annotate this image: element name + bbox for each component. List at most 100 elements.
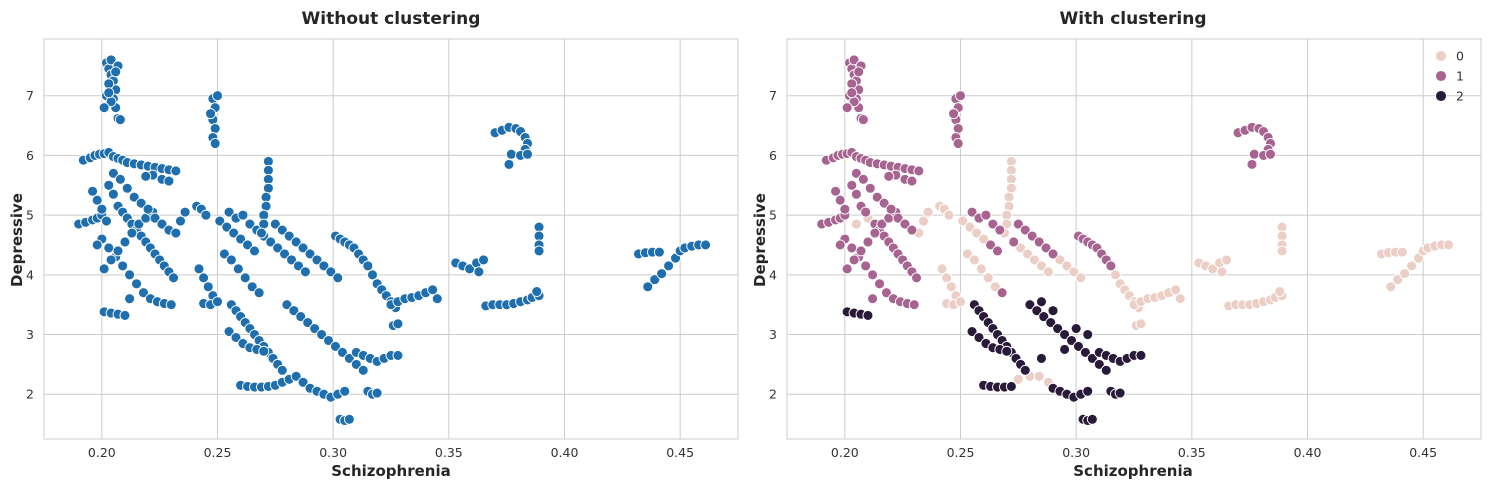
right-scatter-point-cluster-2	[1093, 358, 1105, 370]
left-scatter-point	[114, 114, 126, 126]
right-scatter-point-cluster-1	[850, 188, 862, 200]
left-scatter-point	[107, 167, 119, 179]
right-scatter-point-cluster-1	[987, 218, 999, 230]
right-scatter-point-cluster-1	[857, 114, 869, 126]
left-scatter-point	[663, 260, 675, 272]
right-scatter-point-cluster-1	[985, 239, 997, 251]
right-scatter-point-cluster-1	[1019, 224, 1031, 236]
left-scatter-point	[242, 239, 254, 251]
left-scatter-point	[256, 227, 267, 239]
right-scatter-point-cluster-2	[1045, 317, 1057, 329]
right-scatter-point-cluster-0	[1005, 182, 1017, 194]
left-scatter-point	[276, 364, 288, 376]
right-scatter-point-cluster-0	[1276, 221, 1288, 233]
left-scatter-point	[200, 209, 212, 221]
right-scatter-point-cluster-2	[1070, 323, 1082, 335]
left-scatter-point	[522, 148, 533, 160]
right-scatter-point-cluster-1	[846, 242, 858, 254]
left-scatter-point	[223, 326, 235, 337]
left-scatter-point	[531, 286, 543, 297]
right-scatter-point-cluster-1	[1246, 158, 1258, 170]
right-points	[816, 54, 1455, 426]
right-scatter-point-cluster-1	[948, 108, 960, 120]
right-scatter-point-cluster-1	[860, 206, 872, 218]
left-scatter-point	[288, 305, 300, 317]
left-scatter-point	[103, 87, 115, 99]
right-scatter-point-cluster-1	[867, 269, 879, 281]
right-scatter-point-cluster-0	[1022, 248, 1034, 260]
right-scatter-point-cluster-0	[1033, 370, 1045, 382]
left-scatter-point	[286, 254, 297, 266]
right-scatter-point-cluster-2	[1024, 299, 1036, 311]
right-x-tick-label: 0.20	[831, 445, 859, 460]
left-x-tick-label: 0.30	[319, 445, 347, 460]
left-scatter-point	[103, 78, 115, 90]
right-scatter-point-cluster-1	[913, 165, 925, 177]
right-scatter-point-cluster-1	[892, 212, 904, 224]
left-scatter-point	[336, 346, 348, 358]
right-scatter-point-cluster-1	[846, 87, 858, 99]
left-scatter-point	[133, 218, 145, 230]
left-y-axis-label: Depressive	[8, 193, 26, 287]
right-scatter-point-cluster-2	[1036, 352, 1047, 364]
left-y-tick-label: 5	[26, 208, 34, 223]
left-scatter-point	[503, 158, 515, 170]
left-scatter-point	[98, 102, 110, 114]
left-scatter-point	[260, 200, 272, 212]
right-y-tick-label: 6	[769, 148, 777, 163]
left-scatter-point	[260, 191, 272, 203]
right-x-axis-label: Schizophrenia	[1073, 462, 1192, 480]
left-x-axis-label: Schizophrenia	[331, 462, 450, 480]
right-scatter-point-cluster-1	[911, 272, 922, 284]
left-scatter-point	[330, 341, 341, 352]
right-scatter-point-cluster-0	[936, 263, 948, 275]
right-scatter-point-cluster-1	[992, 245, 1003, 257]
left-scatter-point	[165, 299, 177, 311]
right-scatter-point-cluster-1	[955, 90, 966, 102]
right-scatter-point-cluster-2	[1066, 335, 1077, 346]
right-scatter-point-cluster-0	[1221, 254, 1232, 266]
left-scatter-point	[290, 236, 302, 248]
left-scatter-point	[265, 236, 277, 248]
left-scatter-point	[149, 212, 161, 224]
right-scatter-point-cluster-0	[1003, 200, 1015, 212]
right-scatter-point-cluster-1	[908, 299, 920, 311]
left-scatter-point	[142, 203, 154, 215]
left-scatter-point	[124, 269, 136, 281]
right-scatter-point-cluster-0	[964, 221, 976, 233]
right-scatter-point-cluster-2	[1086, 413, 1098, 425]
left-scatter-point	[279, 248, 291, 260]
right-y-tick-label: 7	[769, 88, 777, 103]
left-scatter-point	[431, 293, 443, 305]
right-scatter-point-cluster-2	[1005, 381, 1017, 392]
right-scatter-point-cluster-0	[1061, 260, 1073, 272]
right-scatter-point-cluster-0	[1276, 230, 1288, 242]
left-scatter-point	[649, 274, 661, 286]
right-grid	[787, 39, 1481, 439]
right-scatter-point-cluster-0	[1399, 268, 1411, 280]
right-xticks: 0.20 0.25 0.30 0.35 0.40 0.45	[831, 445, 1437, 460]
left-scatter-point	[209, 138, 221, 149]
left-scatter-point	[119, 236, 131, 248]
left-scatter-point	[343, 352, 355, 364]
right-scatter-point-cluster-2	[1031, 305, 1043, 317]
left-scatter-point	[295, 311, 307, 323]
right-scatter-point-cluster-1	[906, 175, 918, 187]
right-chart-title: With clustering	[1060, 9, 1207, 29]
right-scatter-point-cluster-0	[850, 218, 862, 230]
legend-label-2: 2	[1456, 89, 1464, 104]
left-scatter-point	[700, 239, 712, 251]
right-scatter-point-cluster-2	[1114, 387, 1126, 399]
right-scatter-point-cluster-0	[943, 209, 955, 221]
right-scatter-point-cluster-0	[1012, 373, 1024, 385]
left-scatter-point	[105, 54, 117, 66]
left-scatter-point	[223, 206, 235, 218]
right-scatter-point-cluster-1	[876, 218, 888, 230]
right-scatter-point-cluster-1	[853, 66, 865, 78]
left-scatter-point	[107, 188, 119, 200]
left-scatter-point	[214, 215, 226, 227]
left-scatter-point	[318, 260, 330, 272]
left-scatter-point	[258, 218, 270, 230]
right-scatter-point-cluster-1	[848, 254, 860, 266]
right-scatter-point-cluster-1	[1033, 236, 1045, 248]
